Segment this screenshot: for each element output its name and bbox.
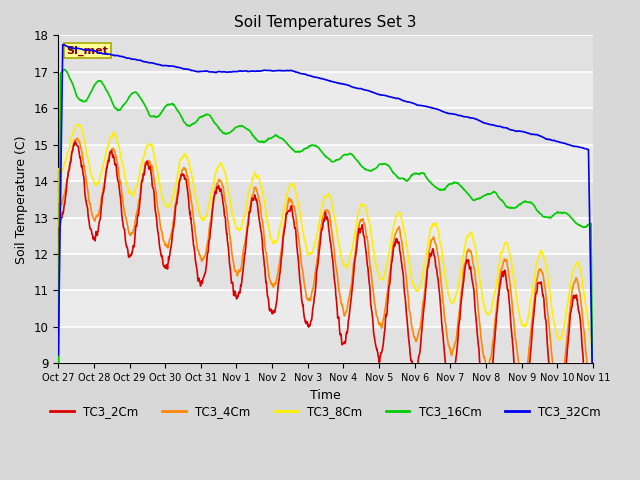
Legend: TC3_2Cm, TC3_4Cm, TC3_8Cm, TC3_16Cm, TC3_32Cm: TC3_2Cm, TC3_4Cm, TC3_8Cm, TC3_16Cm, TC3…: [45, 401, 605, 423]
Bar: [58, 327, 593, 363]
Title: Soil Temperatures Set 3: Soil Temperatures Set 3: [234, 15, 417, 30]
Bar: [58, 254, 593, 290]
Bar: [58, 108, 593, 144]
Y-axis label: Soil Temperature (C): Soil Temperature (C): [15, 135, 28, 264]
Text: SI_met: SI_met: [67, 46, 108, 56]
Bar: [58, 36, 593, 72]
X-axis label: Time: Time: [310, 389, 341, 402]
Bar: [58, 181, 593, 217]
